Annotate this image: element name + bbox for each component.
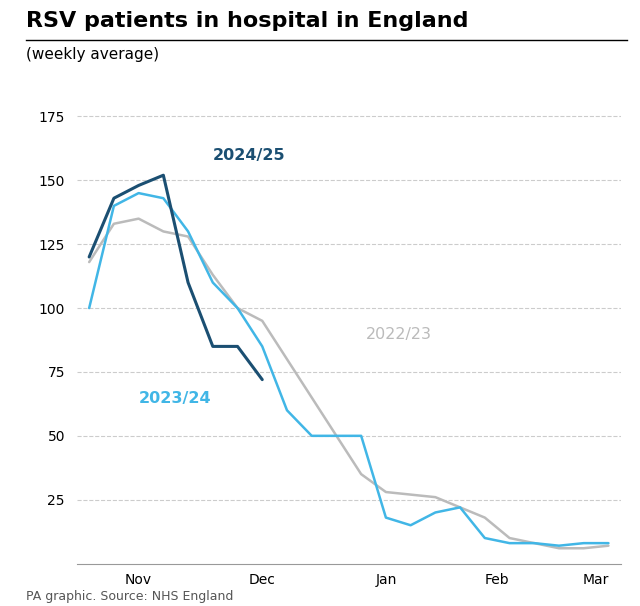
Text: 2023/24: 2023/24 [139,391,211,405]
Text: RSV patients in hospital in England: RSV patients in hospital in England [26,11,468,31]
Text: PA graphic. Source: NHS England: PA graphic. Source: NHS England [26,590,233,603]
Text: 2022/23: 2022/23 [366,327,432,342]
Text: (weekly average): (weekly average) [26,47,159,62]
Text: 2024/25: 2024/25 [212,148,285,163]
